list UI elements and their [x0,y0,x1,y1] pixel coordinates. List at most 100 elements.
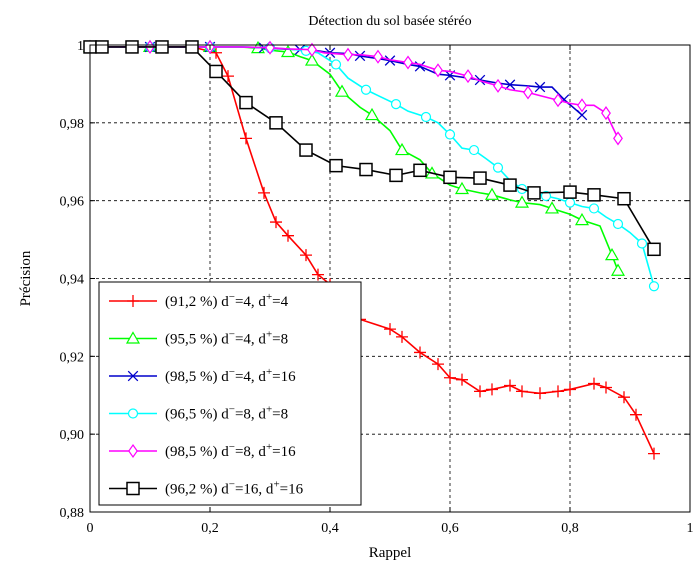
legend-label-suffix: =16 [280,482,304,498]
legend-label-prefix: (98,5 %) d [165,444,229,460]
data-point [394,142,410,156]
data-point [468,144,480,156]
legend-label-prefix: (96,2 %) d [165,482,229,498]
data-point [282,229,294,242]
data-point [492,162,504,173]
legend-marker [127,370,139,382]
data-point [329,158,343,173]
legend-item: (96,5 %) d−=8, d+=8 [109,404,288,423]
legend-label-suffix: =8 [272,332,288,348]
series-line [90,46,583,116]
legend-item: (91,2 %) d−=4, d+=4 [109,291,289,310]
data-point [420,111,432,123]
data-point [384,323,396,336]
data-point [610,263,626,276]
x-tick-label: 0 [87,521,94,536]
y-axis-label: Précision [18,250,34,306]
legend-marker [125,331,141,344]
data-point [209,64,223,79]
data-point [270,216,282,229]
superscript-minus: − [229,329,235,341]
data-point [444,129,456,140]
legend-item: (98,5 %) d−=4, d+=16 [109,366,296,385]
legend-label: (91,2 %) d−=4, d+=4 [165,291,289,310]
data-point [588,203,600,214]
series-5 [85,39,623,146]
data-point [456,373,468,386]
data-point [443,170,457,185]
superscript-plus: + [266,441,272,453]
data-point [330,59,342,70]
data-point [534,81,546,93]
data-point [304,53,320,66]
legend-label-prefix: (95,5 %) d [165,332,229,348]
data-point [414,346,426,359]
data-point [648,447,660,460]
x-axis-label: Rappel [369,545,412,561]
legend: (91,2 %) d−=4, d+=4(95,5 %) d−=4, d+=8(9… [98,281,362,506]
x-tick-label: 0,8 [561,521,579,536]
data-point [503,178,517,192]
data-point [563,185,577,199]
x-tick-label: 0,4 [321,521,339,536]
data-point [95,40,109,54]
data-point [265,40,275,55]
superscript-plus: + [266,366,272,378]
legend-label-suffix: =8 [272,407,288,423]
legend-item: (96,2 %) d−=16, d+=16 [109,479,304,498]
data-point [307,42,317,57]
data-point [553,93,563,108]
data-point [587,188,601,202]
x-tick-label: 0,2 [201,521,219,536]
data-point [454,181,470,195]
data-point [617,191,631,206]
data-point [474,385,486,398]
x-tick-label: 0,6 [441,521,459,536]
legend-marker [127,408,139,419]
legend-label-mid: =4, d [235,332,266,348]
data-point [125,40,139,54]
series-line [90,46,619,272]
data-point [390,99,402,110]
axis-ticks: 0 0,2 0,4 0,6 0,8 1 0,88 0,90 0,92 0,94 0,96 0,98 1 [60,39,694,536]
data-point [222,70,234,83]
data-point [564,197,576,208]
superscript-plus: + [266,291,272,303]
data-point [343,47,353,62]
data-point [334,84,350,97]
superscript-minus: − [229,441,235,453]
chart-title: Détection du sol basée stéréo [308,14,471,29]
legend-label-mid: =8, d [235,407,266,423]
y-tick-label: 0,96 [60,195,85,210]
data-point [258,186,270,199]
legend-label-prefix: (91,2 %) d [165,294,229,310]
legend-label-mid: =4, d [235,369,266,385]
data-point [396,330,408,343]
data-point [604,247,620,261]
superscript-minus: − [229,479,235,491]
legend-box [98,281,362,506]
legend-label-suffix: =4 [272,294,288,310]
data-point [527,186,541,200]
data-point [432,358,444,371]
y-tick-label: 0,94 [60,273,85,288]
data-point [240,132,252,145]
data-point [613,131,623,146]
data-point [504,379,516,392]
data-point [544,201,560,214]
legend-label-prefix: (98,5 %) d [165,369,229,385]
data-point [552,385,564,398]
data-point [463,69,473,84]
superscript-minus: − [229,366,235,378]
data-point [636,238,648,249]
data-point [564,383,576,396]
data-point [389,168,403,183]
data-point [612,218,624,230]
data-point [210,46,222,59]
data-point [523,85,533,100]
legend-label-suffix: =16 [272,369,296,385]
data-point [534,387,546,400]
data-point [269,116,283,130]
superscript-minus: − [229,404,235,416]
